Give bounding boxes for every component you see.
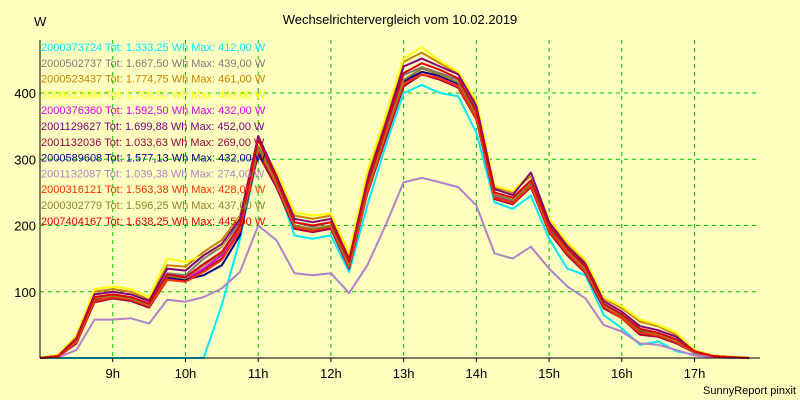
legend-entry-12: 2007404167 Tot: 1.638,25 Wh Max: 445,00 … xyxy=(41,216,266,228)
x-tick-label: 12h xyxy=(320,366,342,381)
legend-entry-10: 2000316121 Tot: 1.563,38 Wh Max: 428,00 … xyxy=(41,184,266,196)
legend-entry-8: 2000589608 Tot: 1.577,13 Wh Max: 432,00 … xyxy=(41,153,266,165)
series-line-10 xyxy=(39,73,750,359)
y-tick-label: 100 xyxy=(14,285,36,300)
legend-entry-5: 2000376360 Tot: 1.592,50 Wh Max: 432,00 … xyxy=(41,105,266,117)
series-line-12 xyxy=(39,62,750,359)
x-tick-label: 13h xyxy=(393,366,415,381)
y-tick-label: 300 xyxy=(14,152,36,167)
legend-entry-9: 2001132087 Tot: 1.039,38 Wh Max: 274,00 … xyxy=(41,168,265,180)
x-tick-label: 15h xyxy=(538,366,560,381)
x-tick-label: 11h xyxy=(248,366,269,381)
legend: 2000373724 Tot: 1.333,25 Wh Max: 412,00 … xyxy=(41,42,266,228)
x-tick-label: 10h xyxy=(175,366,197,381)
series-line-6 xyxy=(39,57,750,359)
x-tick-label: 14h xyxy=(466,366,488,381)
y-axis-label: W xyxy=(34,14,47,29)
x-tick-label: 9h xyxy=(105,366,119,381)
legend-entry-4: 2000523686 Tot: 1.708,50 Wh Max: 469,00 … xyxy=(41,89,266,101)
legend-entry-6: 2001129627 Tot: 1.699,88 Wh Max: 452,00 … xyxy=(41,121,265,133)
series-line-9 xyxy=(39,176,750,359)
series-line-4 xyxy=(39,46,750,359)
footer-credit: SunnyReport pinxit xyxy=(703,385,796,397)
legend-entry-1: 2000373724 Tot: 1.333,25 Wh Max: 412,00 … xyxy=(41,42,266,54)
x-tick-label: 16h xyxy=(611,366,633,381)
x-tick-label: 17h xyxy=(684,366,706,381)
axes xyxy=(39,40,760,359)
y-tick-label: 400 xyxy=(14,86,36,101)
y-tick-label: 200 xyxy=(14,219,36,234)
legend-entry-7: 2001132036 Tot: 1.033,63 Wh Max: 269,00 … xyxy=(41,137,265,149)
chart-title: Wechselrichtervergleich vom 10.02.2019 xyxy=(283,12,518,27)
legend-entry-2: 2000502737 Tot: 1.667,50 Wh Max: 439,00 … xyxy=(41,58,266,70)
legend-entry-11: 2000302779 Tot: 1.596,25 Wh Max: 437,00 … xyxy=(41,200,266,212)
legend-entry-3: 2000523437 Tot: 1.774,75 Wh Max: 461,00 … xyxy=(41,74,266,86)
tick-labels: 9h 10h 11h 12h 13h 14h 15h 16h 17h 100 200 300 400 xyxy=(14,86,705,381)
